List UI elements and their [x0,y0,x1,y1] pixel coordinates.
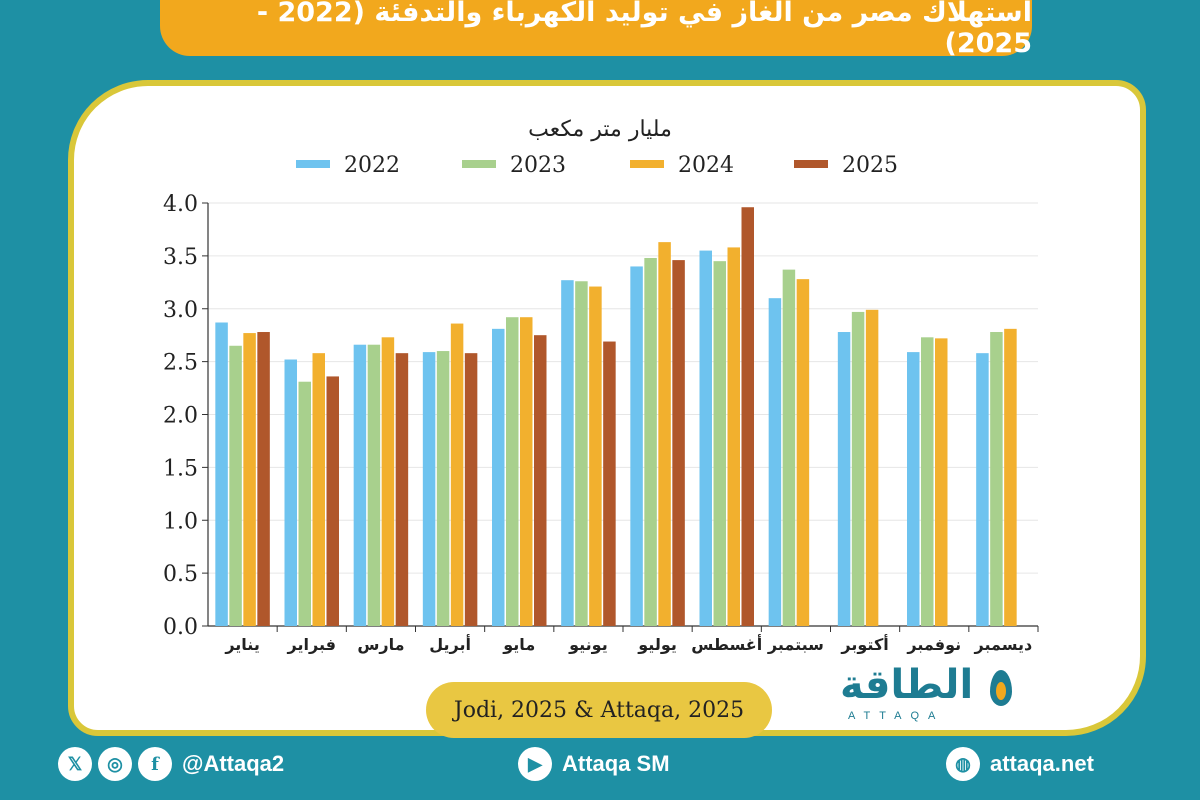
x-tick-label: فبراير [287,635,336,654]
legend-label-2022: 2022 [344,153,400,178]
x-tick-label: يوليو [637,635,677,654]
bar-2022-6 [630,266,643,626]
y-tick-label: 1.5 [163,456,198,481]
y-tick-label: 2.0 [163,404,198,429]
bar-2023-4 [506,317,519,626]
x-tick-label: يناير [224,635,260,654]
source-text: Jodi, 2025 & Attaqa, 2025 [453,697,745,723]
bar-2025-0 [257,332,270,626]
bar-2024-5 [589,286,602,626]
x-tick-label: مايو [502,635,535,654]
x-tick-label: أغسطس [691,634,762,654]
x-tick-label: مارس [357,635,404,654]
social-handle[interactable]: @Attaqa2 [182,751,285,776]
y-tick-label: 3.0 [163,298,198,323]
flame-icon [996,682,1006,700]
bar-2023-2 [367,344,381,626]
bar-2024-9 [865,309,879,626]
bar-2022-2 [353,344,367,626]
logo-arabic: الطاقة [840,662,974,708]
bar-2023-9 [851,311,865,626]
youtube-icon[interactable]: ▶ [518,747,552,781]
social-footer: 𝕏 ◎ f @Attaqa2 [58,744,284,784]
y-tick-label: 3.5 [163,245,198,270]
bar-2024-0 [243,333,256,626]
x-tick-label: أبريل [429,634,471,654]
page-title: استهلاك مصر من الغاز في توليد الكهرباء و… [160,0,1032,59]
legend-label-2023: 2023 [510,153,566,178]
youtube-footer: ▶ Attaqa SM [518,744,670,784]
bar-2025-3 [464,353,478,626]
bar-2024-6 [658,242,671,626]
legend-label-2024: 2024 [678,153,734,178]
bar-2023-0 [229,345,242,626]
bar-2022-5 [561,280,574,626]
bar-2024-2 [381,337,395,626]
bar-2024-8 [796,279,810,626]
bar-2024-7 [727,247,740,627]
bar-2025-2 [395,353,409,626]
bar-2022-0 [215,322,228,626]
bar-2023-7 [713,261,726,626]
bar-2025-5 [603,341,616,626]
source-label: Jodi, 2025 & Attaqa, 2025 [426,682,772,738]
bar-2022-7 [699,250,712,626]
bar-2023-5 [575,281,588,626]
y-tick-label: 1.0 [163,509,198,534]
x-tick-label: أكتوبر [840,634,888,654]
bar-2024-3 [450,323,464,626]
bar-2024-4 [520,317,533,626]
globe-icon[interactable]: ◍ [946,747,980,781]
attaqa-logo: الطاقة ATTAQA [840,662,1020,726]
bar-2024-10 [935,338,948,626]
bar-2025-6 [672,260,685,626]
y-tick-label: 2.5 [163,351,198,376]
bar-2022-3 [422,352,436,626]
legend-swatch-2025 [794,160,828,168]
bar-2022-10 [907,352,920,626]
y-tick-label: 4.0 [163,192,198,217]
instagram-icon[interactable]: ◎ [98,747,132,781]
legend-label-2025: 2025 [842,153,898,178]
legend-swatch-2024 [630,160,664,168]
bar-2023-1 [298,381,311,626]
logo-english: ATTAQA [848,710,945,722]
y-axis-label: مليار متر مكعب [528,117,672,142]
x-tick-label: يونيو [568,635,608,654]
bar-2025-7 [741,207,754,627]
legend-swatch-2022 [296,160,330,168]
bar-2024-11 [1004,328,1017,626]
bar-2023-11 [990,332,1003,626]
title-text: استهلاك مصر من الغاز في توليد الكهرباء و… [256,0,1032,59]
bar-2022-4 [492,328,505,626]
y-tick-label: 0.5 [163,562,198,587]
legend-swatch-2023 [462,160,496,168]
x-tick-label: سبتمبر [767,635,824,654]
bar-2024-1 [312,353,325,626]
youtube-handle[interactable]: Attaqa SM [562,751,670,776]
bar-2025-1 [326,376,339,626]
bar-2022-1 [284,359,297,626]
bar-2022-11 [976,353,989,626]
facebook-icon[interactable]: f [138,747,172,781]
y-tick-label: 0.0 [163,615,198,640]
bar-2023-3 [436,351,450,626]
x-icon[interactable]: 𝕏 [58,747,92,781]
bar-2023-8 [782,269,796,626]
website-link[interactable]: attaqa.net [990,751,1094,776]
bar-2023-6 [644,257,657,626]
bar-2022-9 [837,332,851,626]
bar-2023-10 [921,337,934,626]
x-tick-label: ديسمبر [974,635,1033,654]
x-tick-label: نوفمبر [906,635,961,654]
website-footer: ◍ attaqa.net [946,744,1094,784]
bar-2022-8 [768,298,782,626]
bar-2025-4 [534,335,547,626]
